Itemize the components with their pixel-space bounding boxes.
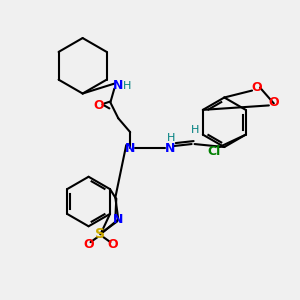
Text: O: O [83,238,94,250]
Text: O: O [268,96,279,109]
Text: H: H [167,133,175,143]
Text: H: H [190,125,199,135]
Text: O: O [252,81,262,94]
Text: O: O [107,238,118,250]
Text: S: S [95,227,106,241]
Text: N: N [125,142,135,154]
Text: N: N [113,213,124,226]
Text: O: O [93,99,104,112]
Text: N: N [165,142,175,154]
Text: N: N [113,79,124,92]
Text: Cl: Cl [208,146,221,158]
Text: H: H [123,81,131,91]
